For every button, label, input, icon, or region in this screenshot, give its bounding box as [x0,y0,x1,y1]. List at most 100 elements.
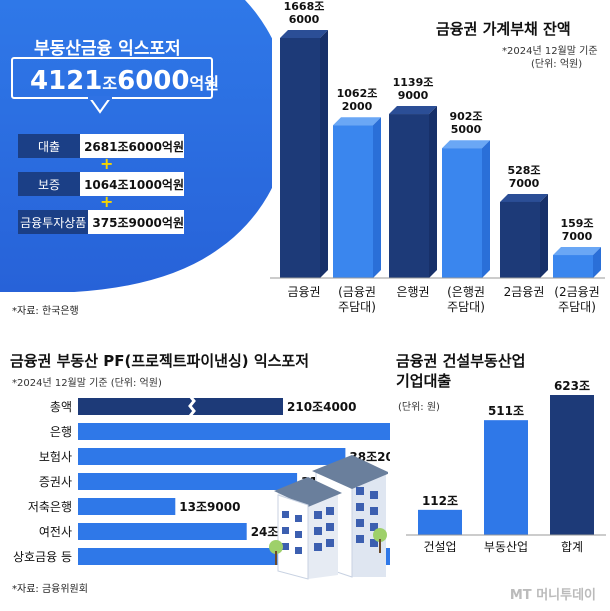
pf-category-label: 은행 [50,424,72,439]
household-bar [389,106,437,278]
pf-bar [78,448,346,465]
pf-category-label: 보험사 [39,450,72,464]
svg-text:주담대): 주담대) [558,300,596,314]
svg-text:7000: 7000 [562,230,593,243]
svg-text:(금융권: (금융권 [338,285,376,299]
construction-value-label: 623조 [554,380,590,393]
pf-category-label: 상호금융 등 [13,550,72,564]
household-bar [280,30,328,278]
construction-category-label: 건설업 [423,540,456,554]
exposure-row-guarantee: 보증 1064조1000억원 [18,172,184,196]
exposure-total-sub: 6000 [117,66,190,96]
axis-break-icon [188,395,196,417]
svg-text:(2금융권: (2금융권 [554,285,599,299]
pf-bar [78,398,283,415]
svg-text:7000: 7000 [509,177,540,190]
exposure-total-jo: 조 [102,74,118,93]
svg-text:1139조: 1139조 [393,76,434,89]
exposure-total-unit: 억원 [189,74,219,93]
household-bar [500,193,548,278]
exposure-row-value: 2681조6000억원 [80,134,184,158]
svg-text:주담대): 주담대) [338,300,376,314]
household-bar [333,117,381,278]
exposure-row-loan: 대출 2681조6000억원 [18,134,184,158]
household-note-date: *2024년 12월말 기준 [502,46,598,57]
svg-text:1668조: 1668조 [284,0,325,13]
exposure-row-value: 1064조1000억원 [80,172,184,196]
construction-bar [550,395,594,535]
svg-text:주담대): 주담대) [447,300,485,314]
exposure-total-main: 4121 [30,66,103,96]
pf-source: *자료: 금융위원회 [12,584,88,595]
svg-text:159조: 159조 [560,217,593,230]
household-title: 금융권 가계부채 잔액 [436,20,571,38]
exposure-panel: 부동산금융 익스포저 4121조6000억원 대출 2681조6000억원 + … [0,0,272,292]
pf-category-label: 여전사 [39,525,72,539]
exposure-row-label: 보증 [18,172,81,196]
household-category-label: 2금융권 [504,285,545,299]
svg-text:6000: 6000 [289,13,320,26]
exposure-row-investment: 금융투자상품 375조9000억원 [18,210,184,234]
exposure-row-value: 375조9000억원 [88,210,184,234]
pf-bar [78,523,247,540]
buildings-illustration-icon [269,455,388,580]
pf-category-label: 총액 [50,400,72,414]
svg-text:902조: 902조 [449,110,482,123]
pf-chart: 총액210조4000은행48조7000보험사38조2000증권사31조3000저… [13,395,390,565]
plus-sign: + [100,192,114,211]
household-chart: 1668조60001062조20001139조9000902조5000528조7… [270,0,605,314]
construction-note: (단위: 원) [398,402,440,413]
construction-value-label: 511조 [488,404,524,418]
pf-bar [78,423,390,440]
pf-title: 금융권 부동산 PF(프로젝트파이낸싱) 익스포저 [10,352,310,370]
svg-text:5000: 5000 [451,123,482,136]
construction-category-label: 합계 [561,540,583,554]
pf-bar [78,473,298,490]
construction-title-line2: 기업대출 [396,372,452,390]
svg-text:(은행권: (은행권 [447,284,485,299]
household-category-label: 은행권 [396,284,429,299]
pf-note: *2024년 12월말 기준 (단위: 억원) [12,378,162,389]
construction-bar [418,509,462,535]
svg-text:2000: 2000 [342,100,373,113]
construction-value-label: 112조 [422,494,458,508]
pf-category-label: 증권사 [39,475,72,489]
svg-text:1062조: 1062조 [337,87,378,100]
household-category-label: 금융권 [287,285,320,299]
household-bar [553,247,601,278]
exposure-row-label: 금융투자상품 [18,210,89,234]
pf-row: 총액 210조4000 [50,395,357,417]
pf-row: 은행48조7000 [50,423,390,440]
exposure-source: *자료: 한국은행 [12,306,79,317]
household-note-unit: (단위: 억원) [531,59,583,70]
construction-bar [484,420,528,535]
pf-value-label: 13조9000 [179,500,240,514]
plus-sign: + [100,154,114,173]
pf-value-label: 210조4000 [287,400,357,414]
svg-text:2금융권: 2금융권 [504,285,545,299]
construction-title-line1: 금융권 건설부동산업 [396,352,526,370]
exposure-title: 부동산금융 익스포저 [34,39,181,59]
exposure-total: 4121조6000억원 [30,66,219,96]
exposure-row-label: 대출 [18,134,81,158]
pf-row: 저축은행 13조9000 [28,498,240,515]
publisher-logo: MT 머니투데이 [509,588,596,603]
svg-text:528조: 528조 [507,164,540,177]
construction-category-label: 부동산업 [484,540,528,554]
svg-text:9000: 9000 [398,89,429,102]
svg-text:금융권: 금융권 [287,285,320,299]
pf-bar [78,498,176,515]
svg-text:은행권: 은행권 [396,284,429,299]
household-bar [442,140,490,278]
pf-category-label: 저축은행 [28,499,72,514]
